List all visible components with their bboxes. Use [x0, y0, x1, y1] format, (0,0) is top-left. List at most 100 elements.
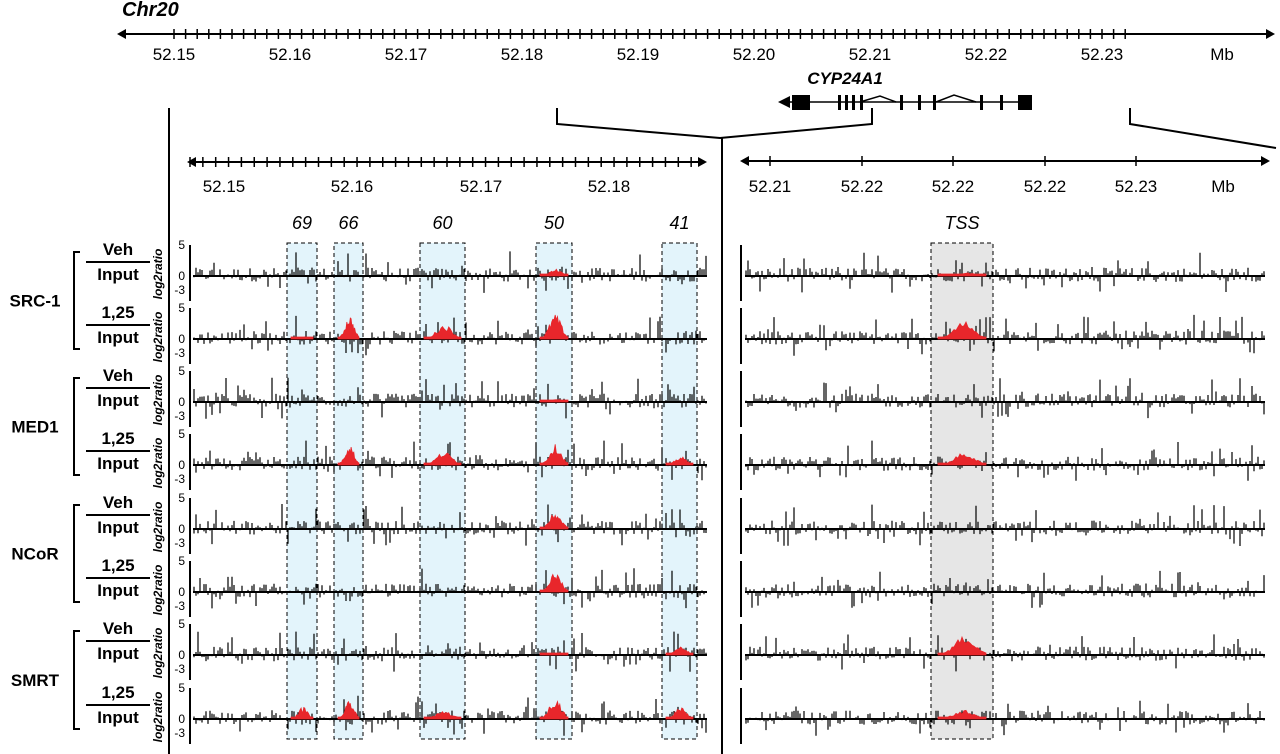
factor-label: NCoR — [11, 545, 58, 564]
y-tick-label: 0 — [178, 712, 185, 726]
condition-label: Veh — [103, 493, 133, 512]
factor-label: SMRT — [11, 671, 60, 690]
region-box — [419, 242, 466, 740]
left-axis-arrow-right — [698, 157, 707, 167]
zoom-connector-left — [556, 108, 873, 140]
input-label: Input — [97, 391, 139, 410]
condition-label: 1,25 — [101, 683, 134, 702]
chr-tick-label: 52.19 — [617, 45, 660, 64]
y-axis-label: log2ratio — [151, 692, 165, 743]
signal-bars — [193, 568, 707, 609]
track — [193, 314, 707, 356]
y-tick-label: -3 — [174, 472, 185, 486]
y-tick-label: 5 — [178, 301, 185, 315]
track — [745, 700, 1265, 736]
chr-tick-label: 52.16 — [269, 45, 312, 64]
left-tick-label: 52.16 — [331, 177, 374, 196]
gene-exon — [838, 95, 841, 110]
condition-label: Veh — [103, 619, 133, 638]
y-tick-label: 5 — [178, 238, 185, 252]
factor-bracket — [73, 251, 80, 350]
track — [745, 314, 1265, 356]
input-label: Input — [97, 454, 139, 473]
gene-exon — [900, 95, 903, 110]
y-tick-label: -3 — [174, 409, 185, 423]
peak-mark — [337, 317, 360, 340]
gene-exon — [792, 95, 810, 110]
peak-mark — [539, 700, 569, 720]
signal-bars — [745, 504, 1265, 546]
peak-mark — [337, 447, 360, 466]
input-label: Input — [97, 581, 139, 600]
signal-bars — [745, 440, 1265, 481]
gene-exon — [1018, 95, 1032, 110]
y-axis-label: log2ratio — [151, 502, 165, 553]
y-tick-label: -3 — [174, 726, 185, 740]
region-box — [661, 242, 698, 740]
peak-mark — [539, 514, 569, 530]
y-tick-label: 5 — [178, 681, 185, 695]
peak-mark — [337, 700, 360, 720]
peak-mark — [665, 646, 694, 656]
y-tick-label: -3 — [174, 536, 185, 550]
region-box — [535, 242, 573, 740]
left-tick-label: 52.17 — [460, 177, 503, 196]
gene-label: CYP24A1 — [807, 69, 883, 88]
left-tick-label: 52.15 — [203, 177, 246, 196]
chr-axis-arrow-left — [117, 29, 126, 39]
condition-label: 1,25 — [101, 429, 134, 448]
signal-bars — [193, 377, 707, 419]
peak-mark — [937, 272, 987, 277]
track — [193, 251, 707, 293]
chr-unit-label: Mb — [1210, 45, 1234, 64]
chr-tick-label: 52.18 — [501, 45, 544, 64]
condition-label: 1,25 — [101, 303, 134, 322]
y-tick-label: 5 — [178, 617, 185, 631]
track — [193, 631, 707, 672]
track — [745, 440, 1265, 481]
peak-mark — [539, 399, 569, 403]
y-axis-label: log2ratio — [151, 375, 165, 426]
condition-label: Veh — [103, 366, 133, 385]
factor-bracket — [73, 630, 80, 730]
right-axis-arrow-left — [740, 156, 749, 166]
region-label: 69 — [292, 213, 312, 233]
peak-mark — [539, 268, 569, 277]
signal-bars — [193, 504, 707, 546]
track — [745, 252, 1265, 293]
signal-bars — [745, 634, 1265, 672]
chr-tick-label: 52.15 — [153, 45, 196, 64]
condition-label: 1,25 — [101, 556, 134, 575]
y-tick-label: 5 — [178, 364, 185, 378]
peak-mark — [937, 321, 987, 340]
y-axis-label: log2ratio — [151, 628, 165, 679]
factor-label: SRC-1 — [9, 292, 60, 311]
track — [745, 378, 1265, 419]
peak-mark — [665, 707, 694, 720]
peak-mark — [539, 573, 569, 593]
track — [745, 570, 1265, 608]
signal-bars — [745, 570, 1265, 608]
y-axis-label: log2ratio — [151, 312, 165, 363]
peak-mark — [290, 706, 314, 720]
signal-bars — [193, 251, 707, 293]
track — [193, 377, 707, 419]
zoom-connector-right — [1129, 108, 1277, 149]
gene-exon — [933, 95, 936, 110]
y-tick-label: 0 — [178, 269, 185, 283]
chr-tick-label: 52.21 — [849, 45, 892, 64]
right-axis-arrow-right — [1261, 156, 1270, 166]
left-tick-label: 52.18 — [588, 177, 631, 196]
signal-bars — [193, 440, 707, 481]
region-label: 41 — [669, 213, 689, 233]
peak-mark — [539, 444, 569, 466]
signal-bars — [745, 314, 1265, 356]
peak-mark — [539, 314, 569, 340]
gene-arrow-icon — [778, 96, 790, 108]
region-box — [286, 242, 318, 740]
tss-label: TSS — [944, 213, 979, 233]
gene-exon — [918, 95, 921, 110]
region-label: 66 — [338, 213, 359, 233]
y-tick-label: -3 — [174, 346, 185, 360]
